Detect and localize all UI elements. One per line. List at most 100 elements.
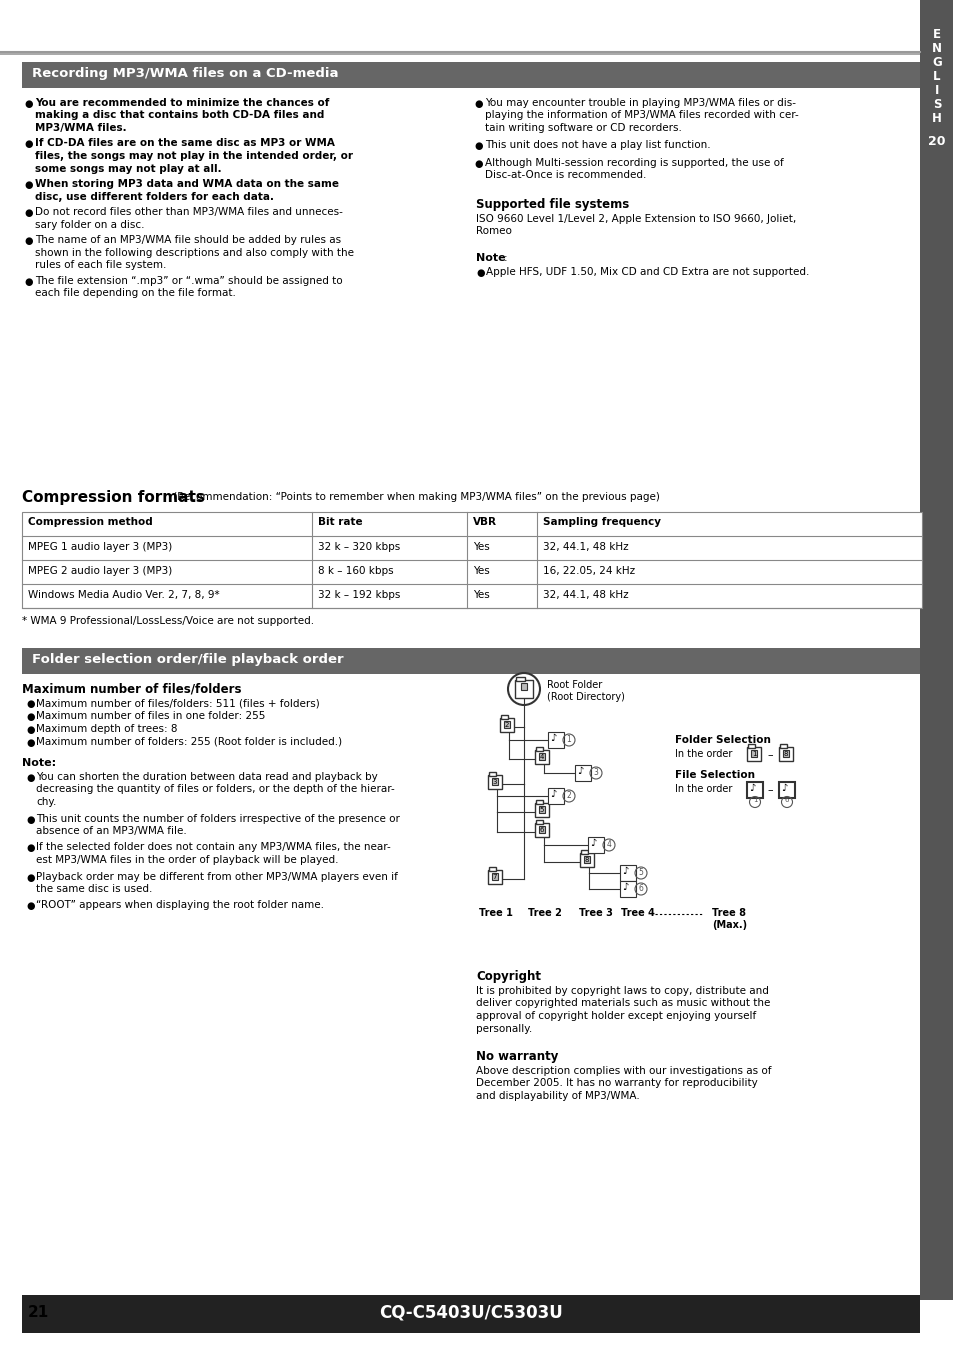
Text: ♪: ♪ [550,789,556,799]
Bar [575,766,590,780]
Text: File Selection: File Selection [675,770,754,780]
Text: Folder Selection: Folder Selection [675,735,770,745]
Text: Note:: Note: [22,758,56,768]
Text: –: – [766,785,772,795]
Text: Maximum number of files in one folder: 255: Maximum number of files in one folder: 2… [36,710,265,721]
Bar [536,820,542,824]
Text: Maximum number of folders: 255 (Root folder is included.): Maximum number of folders: 255 (Root fol… [36,737,342,747]
Text: ●: ● [26,844,34,853]
Bar [536,799,542,803]
Text: When storing MP3 data and WMA data on the same: When storing MP3 data and WMA data on th… [35,179,338,189]
Bar [535,749,548,764]
Text: You are recommended to minimize the chances of: You are recommended to minimize the chan… [35,98,329,108]
Bar [580,851,587,855]
Bar [782,749,788,758]
Text: some songs may not play at all.: some songs may not play at all. [35,163,221,174]
Bar [535,824,548,837]
Text: ●: ● [26,902,34,911]
Text: 32, 44.1, 48 kHz: 32, 44.1, 48 kHz [542,542,628,551]
Text: ♪: ♪ [577,766,582,776]
Text: CQ-C5403U/C5303U: CQ-C5403U/C5303U [378,1304,562,1322]
Text: (Root Directory): (Root Directory) [546,692,624,702]
Text: Although Multi-session recording is supported, the use of: Although Multi-session recording is supp… [484,158,783,168]
Text: 8: 8 [584,857,589,863]
Text: Sampling frequency: Sampling frequency [542,518,660,527]
Text: each file depending on the file format.: each file depending on the file format. [35,288,235,298]
Text: ●: ● [24,236,32,245]
Text: ●: ● [26,814,34,825]
Text: Tree 8: Tree 8 [711,909,745,918]
Text: 7: 7 [493,874,497,880]
Text: In the order: In the order [675,785,732,794]
Text: personally.: personally. [476,1023,532,1034]
Bar [747,744,754,748]
Text: 1: 1 [566,735,571,744]
Bar [746,747,760,762]
Text: ●: ● [474,159,482,168]
Bar [489,772,496,776]
Bar [536,747,542,751]
Bar [547,732,563,748]
Text: 21: 21 [28,1305,50,1320]
Text: 32 k – 320 kbps: 32 k – 320 kbps [317,542,400,551]
Text: Above description complies with our investigations as of: Above description complies with our inve… [476,1066,771,1076]
Bar [492,778,497,785]
Text: ♪: ♪ [621,865,628,876]
Bar [22,648,919,674]
Text: est MP3/WMA files in the order of playback will be played.: est MP3/WMA files in the order of playba… [36,855,338,865]
Text: ♪: ♪ [550,733,556,743]
Bar [587,837,603,853]
Text: Disc-at-Once is recommended.: Disc-at-Once is recommended. [484,170,646,181]
Bar [538,806,544,813]
Text: Tree 3: Tree 3 [578,909,612,918]
Text: In the order: In the order [675,749,732,759]
Text: ●: ● [24,181,32,190]
Text: 16, 22.05, 24 kHz: 16, 22.05, 24 kHz [542,566,635,576]
Bar [779,747,792,762]
Text: decreasing the quantity of files or folders, or the depth of the hierar-: decreasing the quantity of files or fold… [36,785,395,794]
Text: H: H [931,112,941,125]
Text: S: S [932,98,941,111]
Text: I: I [934,84,938,97]
Text: 6: 6 [539,828,543,833]
Bar [0,0,919,53]
Text: Note: Note [476,253,505,263]
Text: Root Folder: Root Folder [546,679,601,690]
Text: 4: 4 [606,840,611,849]
Text: “ROOT” appears when displaying the root folder name.: “ROOT” appears when displaying the root … [36,900,324,910]
Text: G: G [931,57,941,69]
Text: 6: 6 [784,797,788,803]
Text: Maximum depth of trees: 8: Maximum depth of trees: 8 [36,724,177,735]
Text: sary folder on a disc.: sary folder on a disc. [35,220,144,229]
Text: 32 k – 192 kbps: 32 k – 192 kbps [317,590,400,600]
Text: (Max.): (Max.) [711,919,746,930]
Bar [503,721,510,728]
Text: ●: ● [24,276,32,287]
Text: files, the songs may not play in the intended order, or: files, the songs may not play in the int… [35,151,353,160]
Text: approval of copyright holder except enjoying yourself: approval of copyright holder except enjo… [476,1011,756,1020]
Bar [520,683,526,690]
Text: making a disc that contains both CD-DA files and: making a disc that contains both CD-DA f… [35,111,324,120]
Text: shown in the following descriptions and also comply with the: shown in the following descriptions and … [35,248,354,257]
Text: 1: 1 [751,751,756,758]
Text: ♪: ♪ [781,783,786,793]
Text: * WMA 9 Professional/LossLess/Voice are not supported.: * WMA 9 Professional/LossLess/Voice are … [22,616,314,625]
Text: Tree 2: Tree 2 [528,909,561,918]
Text: 32, 44.1, 48 kHz: 32, 44.1, 48 kHz [542,590,628,600]
Text: 5: 5 [539,807,543,813]
Text: 8: 8 [783,751,787,758]
Text: Windows Media Audio Ver. 2, 7, 8, 9*: Windows Media Audio Ver. 2, 7, 8, 9* [28,590,219,600]
Text: Copyright: Copyright [476,971,540,983]
Text: Folder selection order/file playback order: Folder selection order/file playback ord… [32,652,343,666]
Text: 8 k – 160 kbps: 8 k – 160 kbps [317,566,394,576]
Text: Do not record files other than MP3/WMA files and unneces-: Do not record files other than MP3/WMA f… [35,208,342,217]
Text: 3: 3 [593,768,598,776]
Text: ●: ● [26,700,34,709]
Text: absence of an MP3/WMA file.: absence of an MP3/WMA file. [36,826,187,836]
Text: Yes: Yes [473,542,489,551]
Text: Compression method: Compression method [28,518,152,527]
Text: Compression formats: Compression formats [22,491,205,506]
Text: Romeo: Romeo [476,226,512,236]
Bar [538,826,544,833]
Bar [488,775,501,789]
